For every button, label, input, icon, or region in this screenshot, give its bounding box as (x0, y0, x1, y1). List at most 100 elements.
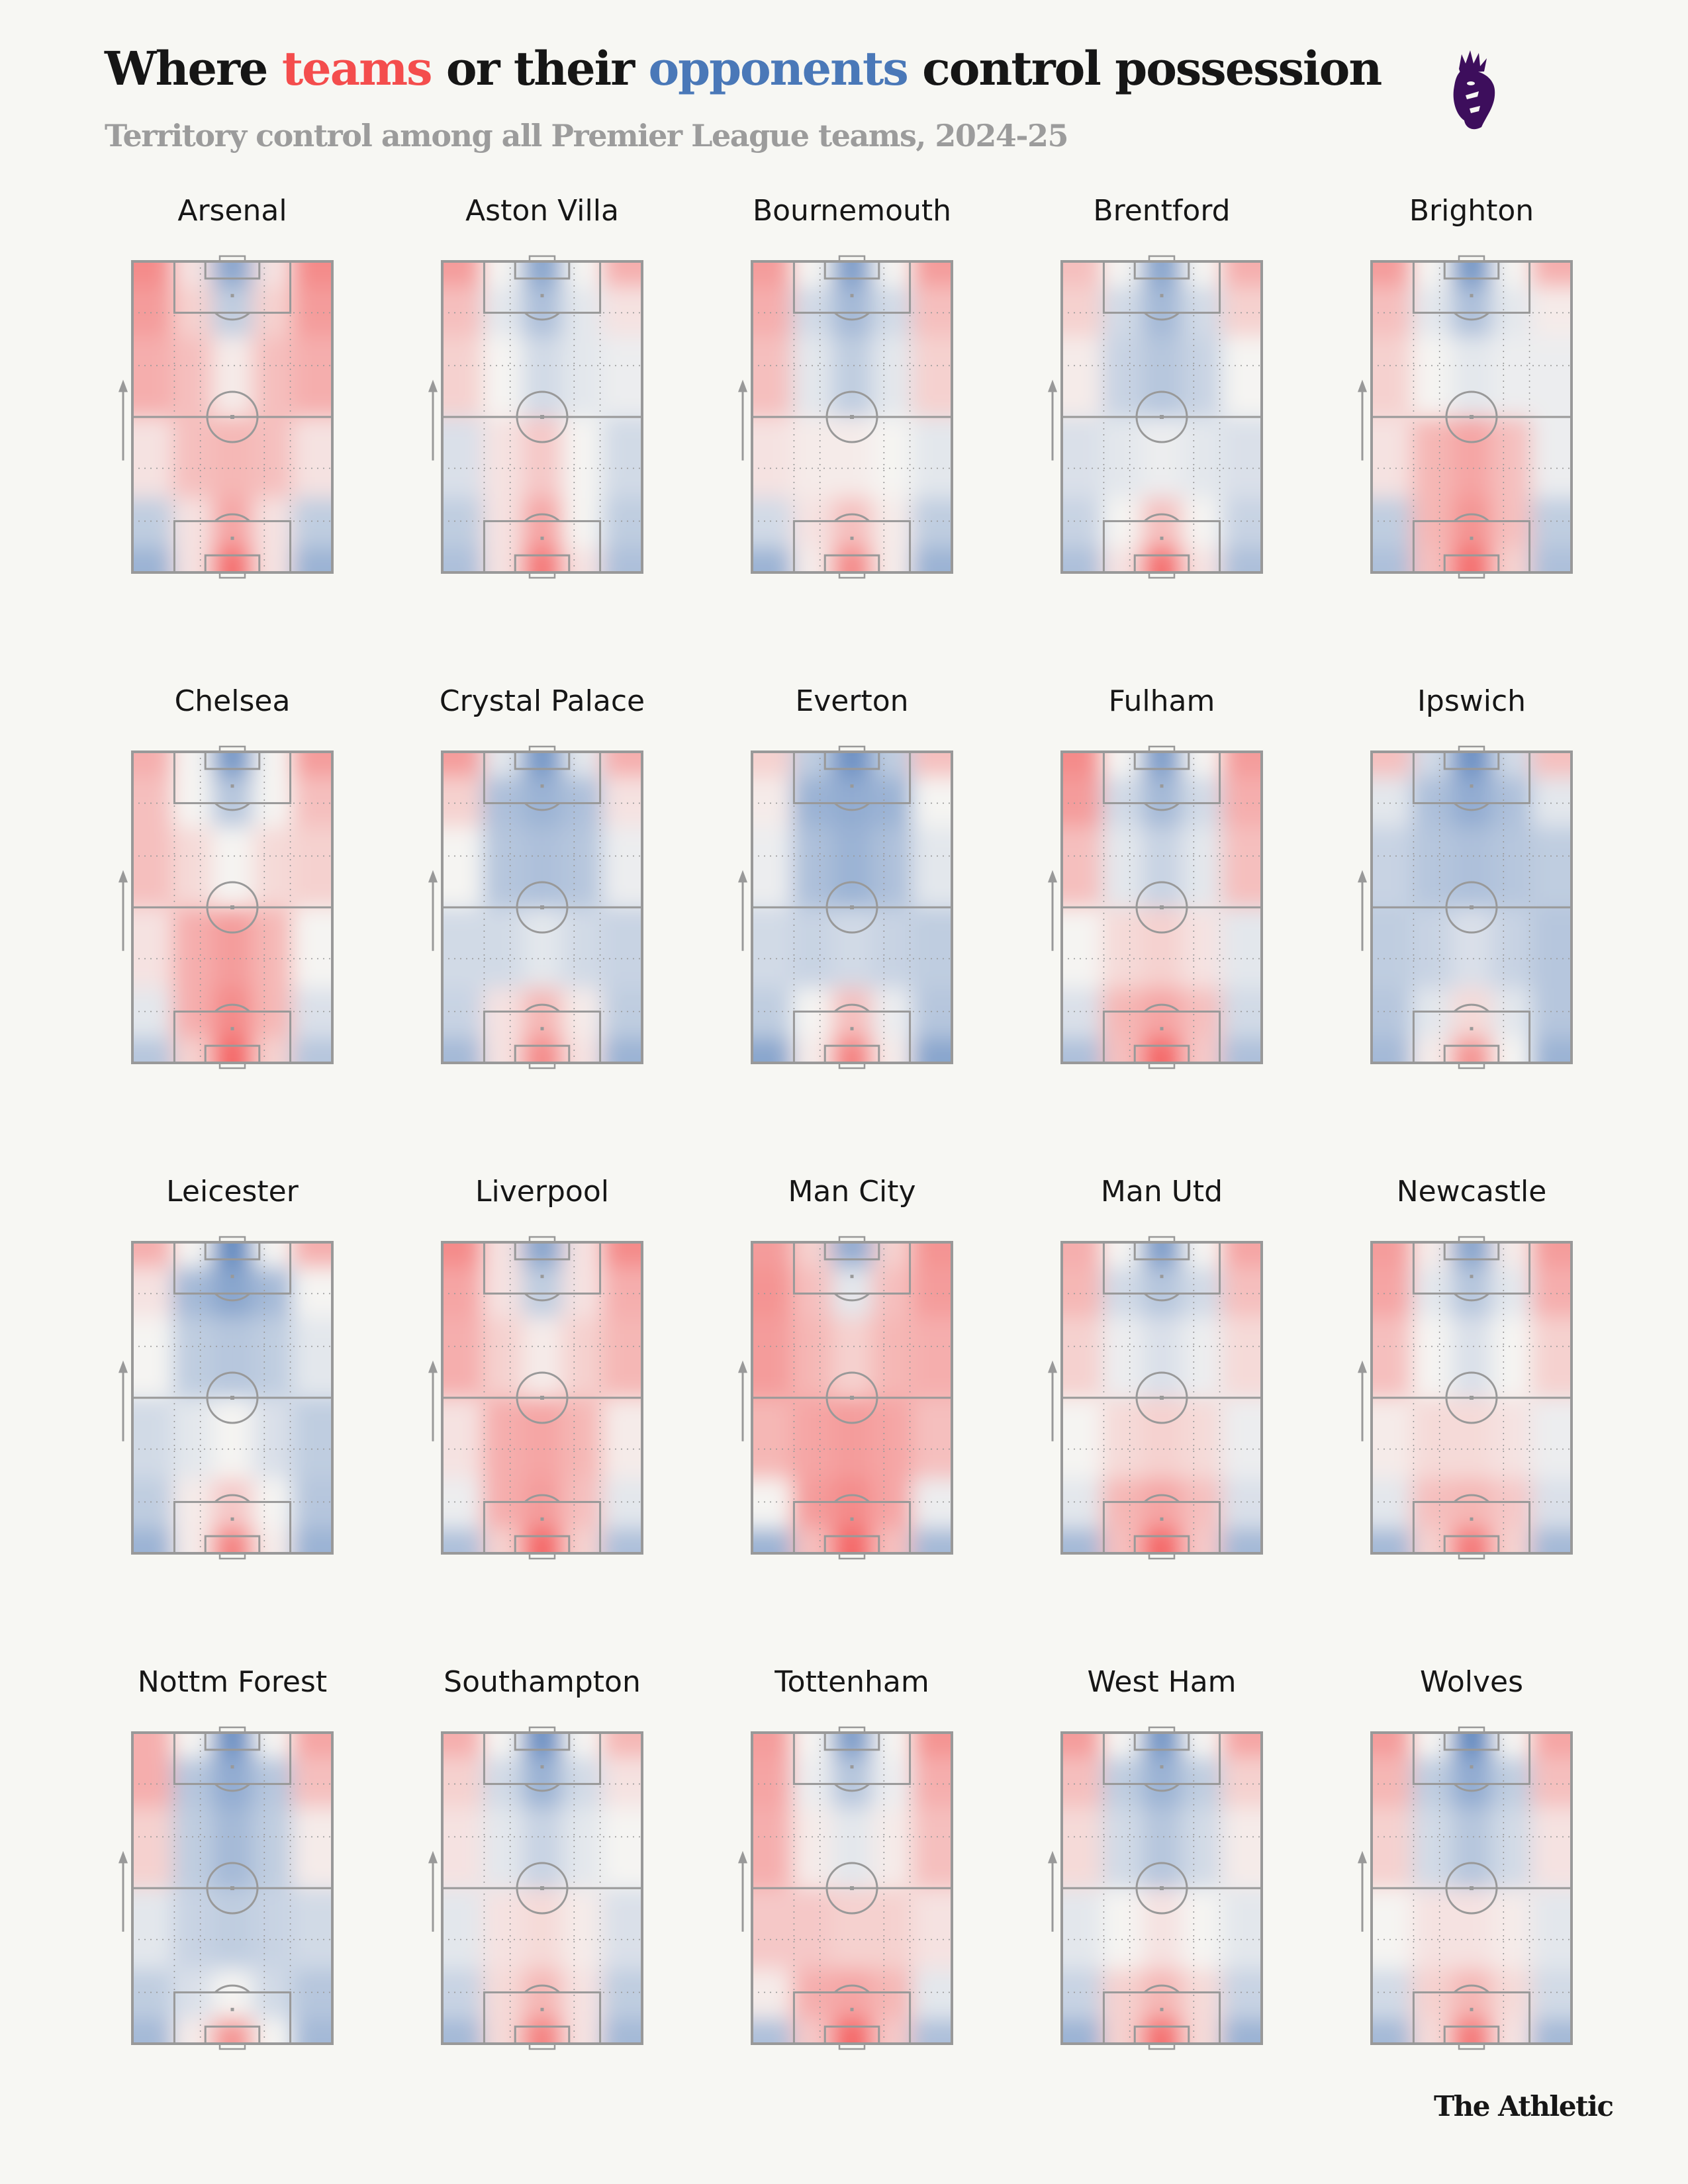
goal-top (218, 745, 246, 753)
heat-cell (292, 336, 332, 418)
heat-cell (1141, 1038, 1182, 1063)
heat-cell (522, 1757, 563, 1808)
heat-cell (1531, 1267, 1571, 1318)
goal-bottom (838, 1062, 866, 1069)
pitch-markings (441, 255, 643, 579)
pitch-markings (1060, 1236, 1263, 1560)
pitch-markings (1370, 255, 1573, 579)
heat-cell (482, 336, 523, 418)
heat-cell (132, 417, 173, 498)
heat-cell (831, 2019, 872, 2044)
heat-cell (1221, 261, 1262, 287)
heat-cell (1491, 1398, 1532, 1479)
centre-circle (516, 1862, 569, 1915)
heat-cell (212, 1316, 253, 1398)
heatmap-layer (1372, 1242, 1571, 1553)
heat-cell (482, 1398, 523, 1479)
heat-cell (482, 1479, 523, 1529)
heatmap-cells (1062, 752, 1262, 1063)
heat-cell (172, 498, 213, 548)
centre-spot (1470, 1396, 1474, 1400)
heat-cell (831, 907, 872, 989)
heat-cell (1062, 776, 1102, 827)
arrow-head-icon (738, 1850, 747, 1864)
penalty-spot (1160, 784, 1164, 788)
penalty-spot (1470, 784, 1474, 788)
heat-cell (1182, 988, 1223, 1038)
heat-cell (831, 261, 872, 287)
heat-cell (1372, 1398, 1412, 1479)
heat-cell (562, 776, 603, 827)
heat-cell (292, 1528, 332, 1553)
goal-bottom (1458, 2042, 1485, 2050)
heat-cell (752, 826, 792, 908)
goal-bottom (1458, 571, 1485, 579)
heat-cell (1372, 261, 1412, 287)
heat-cell (1141, 1267, 1182, 1318)
heatmap-layer (132, 1242, 332, 1553)
heat-cell (872, 417, 913, 498)
heat-cell (872, 1888, 913, 1970)
heat-cell (1531, 261, 1571, 287)
heat-cell (132, 776, 173, 827)
heat-cell (522, 1267, 563, 1318)
heat-cell (1141, 752, 1182, 778)
heat-cell (1491, 776, 1532, 827)
heat-cell (1372, 1757, 1412, 1808)
heat-cell (442, 1038, 483, 1063)
heat-cell (1491, 1757, 1532, 1808)
pitch-heatmap (118, 1726, 334, 2050)
heat-cell (752, 1757, 792, 1808)
heat-cell (212, 826, 253, 908)
heat-cell (1062, 2019, 1102, 2044)
heat-cell (132, 2019, 173, 2044)
penalty-arc-top (1453, 1293, 1490, 1302)
heatmap-cells (752, 261, 952, 572)
heat-cell (1531, 336, 1571, 418)
heat-cell (1182, 1398, 1223, 1479)
penalty-spot (1160, 294, 1164, 298)
penalty-spot (540, 1517, 544, 1521)
centre-spot (540, 1886, 544, 1890)
heatmap-layer (442, 1733, 642, 2044)
pitch-markings (441, 745, 643, 1069)
heat-cell (132, 752, 173, 778)
heat-cell (1411, 1888, 1452, 1970)
penalty-spot (230, 1517, 234, 1521)
heat-cell (1141, 417, 1182, 498)
pitch-heatmap (428, 1726, 643, 2050)
heat-cell (1491, 1267, 1532, 1318)
penalty-spot (1470, 294, 1474, 298)
penalty-arc-top (833, 1293, 870, 1302)
pitch-heatmap (1358, 745, 1573, 1069)
heat-cell (872, 826, 913, 908)
heat-cell (1221, 1479, 1262, 1529)
heat-cell (172, 1969, 213, 2019)
heat-cell (172, 336, 213, 418)
heatmap-layer (1372, 261, 1571, 572)
heat-cell (872, 1267, 913, 1318)
goal-bottom (1148, 1552, 1176, 1560)
heat-cell (752, 336, 792, 418)
heat-cell (1141, 1479, 1182, 1529)
heat-cell (912, 988, 952, 1038)
heat-cell (1221, 1316, 1262, 1398)
heat-cell (1221, 498, 1262, 548)
heat-cell (1411, 826, 1452, 908)
heat-cell (912, 1888, 952, 1970)
goal-top (218, 1236, 246, 1244)
heat-cell (831, 752, 872, 778)
heat-cell (1372, 498, 1412, 548)
heat-cell (1141, 1733, 1182, 1758)
heat-cell (132, 1038, 173, 1063)
heat-cell (1411, 286, 1452, 337)
goal-bottom (1458, 1062, 1485, 1069)
heatmap-cells (1062, 1242, 1262, 1553)
heat-cell (1491, 336, 1532, 418)
heat-cell (1221, 336, 1262, 418)
heat-cell (212, 1267, 253, 1318)
heat-cell (1411, 1479, 1452, 1529)
heat-cell (562, 1888, 603, 1970)
pitch-markings (131, 1236, 334, 1560)
heat-cell (252, 988, 293, 1038)
